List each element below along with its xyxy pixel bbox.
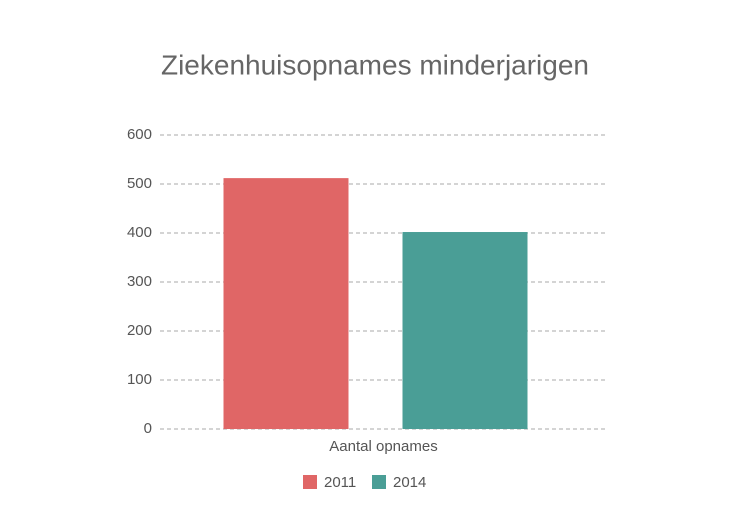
legend-swatch <box>372 475 386 489</box>
y-tick-label: 400 <box>127 224 152 241</box>
y-tick-label: 100 <box>127 371 152 388</box>
x-tick-label: Aantal opnames <box>329 438 437 455</box>
legend-label[interactable]: 2014 <box>393 474 426 491</box>
bar <box>223 178 349 429</box>
y-tick-label: 500 <box>127 175 152 192</box>
y-tick-label: 200 <box>127 322 152 339</box>
y-tick-label: 300 <box>127 273 152 290</box>
chart-title: Ziekenhuisopnames minderjarigen <box>161 49 589 80</box>
legend-swatch <box>303 475 317 489</box>
legend-label[interactable]: 2011 <box>324 474 356 491</box>
y-tick-label: 600 <box>127 126 152 143</box>
y-tick-label: 0 <box>144 420 152 437</box>
bar <box>402 232 528 429</box>
